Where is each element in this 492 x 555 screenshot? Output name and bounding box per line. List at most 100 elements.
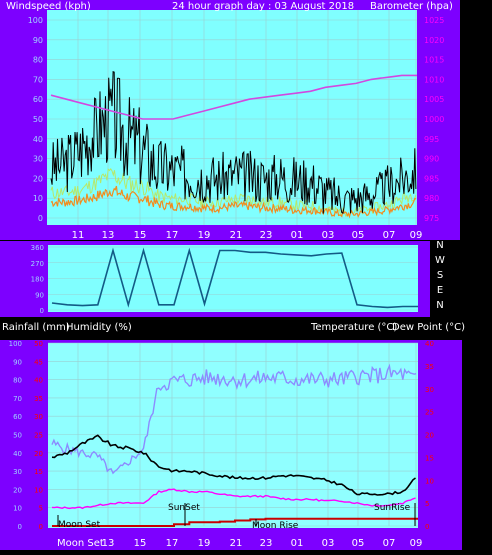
direction-tick-label: 270: [31, 260, 44, 268]
moonrise-annotation: Moon Rise: [252, 521, 299, 531]
temperature-line: [51, 434, 416, 496]
wind-left-tick-label: 10: [33, 194, 43, 203]
direction-tick-label: 180: [31, 276, 44, 284]
barometer-tick-label: 985: [424, 174, 439, 183]
compass-label: S: [437, 270, 443, 281]
humidity-tick-label: 10: [13, 505, 22, 513]
wind-left-axis-title: Windspeed (kph): [6, 1, 91, 12]
rainfall-tick-label: 20: [34, 450, 43, 458]
humidity-tick-label: 100: [9, 340, 22, 348]
wind-average-line: [50, 185, 417, 219]
climate-x-tick-label: 19: [198, 538, 211, 549]
barometer-tick-label: 975: [424, 214, 439, 223]
climate-x-tick-label: 15: [134, 538, 147, 549]
humidity-tick-label: 0: [18, 523, 22, 531]
rainfall-tick-label: 15: [34, 468, 43, 476]
humidity-tick-label: 60: [13, 413, 22, 421]
temperature-tick-label: 0: [425, 523, 429, 531]
humidity-tick-label: 80: [13, 377, 22, 385]
wind-left-tick-label: 90: [33, 36, 43, 45]
barometer-tick-label: 995: [424, 135, 439, 144]
compass-label: N: [436, 300, 443, 311]
wind-left-tick-label: 60: [33, 95, 43, 104]
rainfall-tick-label: 45: [34, 358, 43, 366]
humidity-tick-label: 40: [13, 450, 22, 458]
wind-x-tick-label: 09: [410, 230, 423, 241]
wind-x-tick-label: 11: [72, 230, 85, 241]
humidity-line: [51, 363, 417, 475]
wind-left-tick-label: 40: [33, 135, 43, 144]
dewpoint-line: [51, 488, 416, 510]
humidity-tick-label: 50: [13, 432, 22, 440]
barometer-tick-label: 1025: [424, 16, 444, 25]
temperature-tick-label: 35: [425, 363, 434, 371]
direction-tick-label: 90: [35, 291, 44, 299]
climate-plot-area: [48, 343, 418, 528]
wind-left-tick-label: 80: [33, 56, 43, 65]
wind-left-tick-label: 50: [33, 115, 43, 124]
sunrise-annotation: SunRise: [374, 503, 411, 513]
rainfall-tick-label: 10: [34, 486, 43, 494]
barometer-tick-label: 1015: [424, 56, 444, 65]
barometer-axis-title: Barometer (hpa): [370, 1, 453, 12]
compass-label: E: [437, 285, 443, 296]
rainfall-axis-title: Rainfall (mm): [2, 322, 70, 333]
climate-x-tick-label: 03: [322, 538, 335, 549]
wind-left-tick-label: 20: [33, 174, 43, 183]
wind-x-tick-label: 23: [260, 230, 273, 241]
rainfall-tick-label: 5: [39, 505, 43, 513]
temperature-tick-label: 20: [425, 432, 434, 440]
climate-x-tick-label: 21: [230, 538, 243, 549]
sunset-annotation: SunSet: [168, 503, 200, 513]
wind-x-tick-label: 15: [134, 230, 147, 241]
temperature-axis-title: Temperature (°C): [310, 322, 397, 333]
humidity-tick-label: 70: [13, 395, 22, 403]
temperature-tick-label: 10: [425, 477, 434, 485]
wind-x-tick-label: 05: [352, 230, 365, 241]
compass-label: N: [436, 240, 443, 251]
wind-left-tick-label: 0: [38, 214, 43, 223]
wind-x-tick-label: 17: [166, 230, 179, 241]
rainfall-tick-label: 35: [34, 395, 43, 403]
barometer-tick-label: 980: [424, 194, 439, 203]
wind-x-tick-label: 19: [198, 230, 211, 241]
dewpoint-axis-title: Dew Point (°C): [392, 322, 465, 333]
humidity-tick-label: 20: [13, 486, 22, 494]
climate-x-tick-label: 13: [102, 538, 115, 549]
climate-x-tick-label: 01: [291, 538, 304, 549]
compass-label: W: [435, 255, 445, 266]
rainfall-tick-label: 50: [34, 340, 43, 348]
wind-direction-line: [51, 247, 418, 309]
humidity-tick-label: 30: [13, 468, 22, 476]
barometer-tick-label: 1000: [424, 115, 444, 124]
barometer-tick-label: 990: [424, 155, 439, 164]
direction-tick-label: 360: [31, 244, 44, 252]
barometer-tick-label: 1005: [424, 95, 444, 104]
humidity-tick-label: 90: [13, 358, 22, 366]
rainfall-tick-label: 40: [34, 377, 43, 385]
temperature-tick-label: 40: [425, 340, 434, 348]
temperature-tick-label: 15: [425, 454, 434, 462]
wind-x-tick-label: 01: [291, 230, 304, 241]
rainfall-line: [52, 517, 418, 527]
wind-plot-area: [47, 10, 417, 225]
direction-tick-label: 0: [40, 307, 44, 315]
rainfall-tick-label: 25: [34, 432, 43, 440]
temperature-tick-label: 5: [425, 500, 429, 508]
wind-chart-title: 24 hour graph day : 03 August 2018: [172, 1, 354, 12]
wind-left-tick-label: 70: [33, 75, 43, 84]
wind-x-tick-label: 13: [102, 230, 115, 241]
moonset-annotation: Moon Set: [58, 520, 101, 530]
humidity-axis-title: Humidity (%): [66, 322, 132, 333]
wind-left-tick-label: 100: [28, 16, 43, 25]
climate-x-tick-label: 09: [410, 538, 423, 549]
wind-left-tick-label: 30: [33, 155, 43, 164]
climate-x-first-label: Moon Set: [57, 538, 104, 549]
rainfall-tick-label: 30: [34, 413, 43, 421]
climate-x-tick-label: 23: [260, 538, 273, 549]
barometer-tick-label: 1010: [424, 75, 444, 84]
climate-x-tick-label: 07: [383, 538, 396, 549]
wind-x-tick-label: 07: [383, 230, 396, 241]
wind-x-tick-label: 03: [322, 230, 335, 241]
